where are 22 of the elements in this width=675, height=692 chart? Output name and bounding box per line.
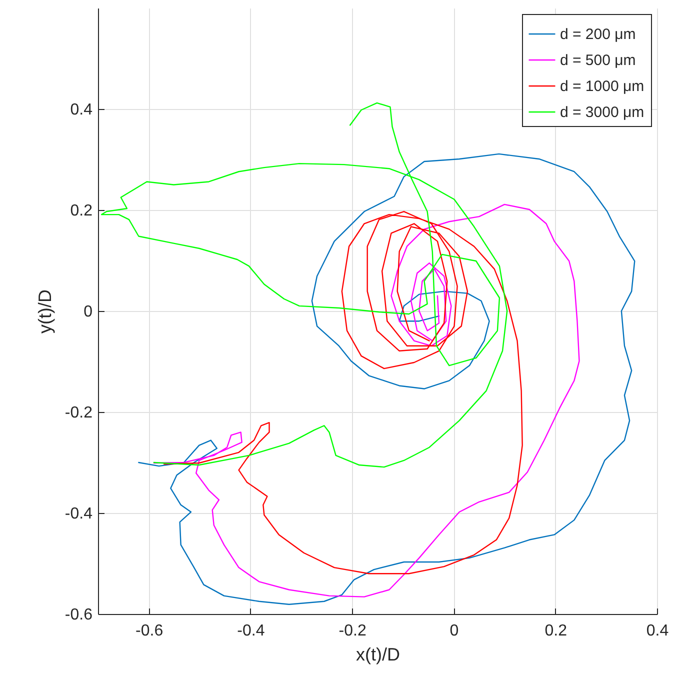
x-tick-label: -0.6 — [136, 622, 164, 640]
y-axis-title: y(t)/D — [34, 290, 55, 334]
legend-label: d = 3000 μm — [560, 104, 644, 121]
legend-label: d = 500 μm — [560, 52, 636, 69]
y-tick-label: -0.2 — [64, 404, 93, 422]
line-series — [163, 210, 523, 574]
y-tick-label: -0.4 — [64, 506, 93, 522]
x-tick-label: 0.2 — [544, 622, 568, 640]
y-tick-label: -0.6 — [64, 606, 93, 624]
line-series — [100, 102, 508, 468]
legend-label: d = 200 μm — [560, 26, 636, 43]
x-axis-title: x(t)/D — [356, 644, 400, 664]
y-tick-label: 0 — [84, 304, 93, 320]
y-tick-label: 0.2 — [70, 202, 93, 220]
line-series — [153, 204, 580, 598]
x-tick-label: -0.4 — [237, 622, 265, 640]
line-series — [138, 153, 636, 606]
x-tick-label: 0.4 — [646, 622, 669, 640]
x-tick-label: -0.2 — [338, 622, 366, 640]
y-tick-label: 0.4 — [70, 102, 93, 118]
x-tick-label: 0 — [450, 622, 459, 640]
legend-label: d = 1000 μm — [560, 78, 644, 95]
